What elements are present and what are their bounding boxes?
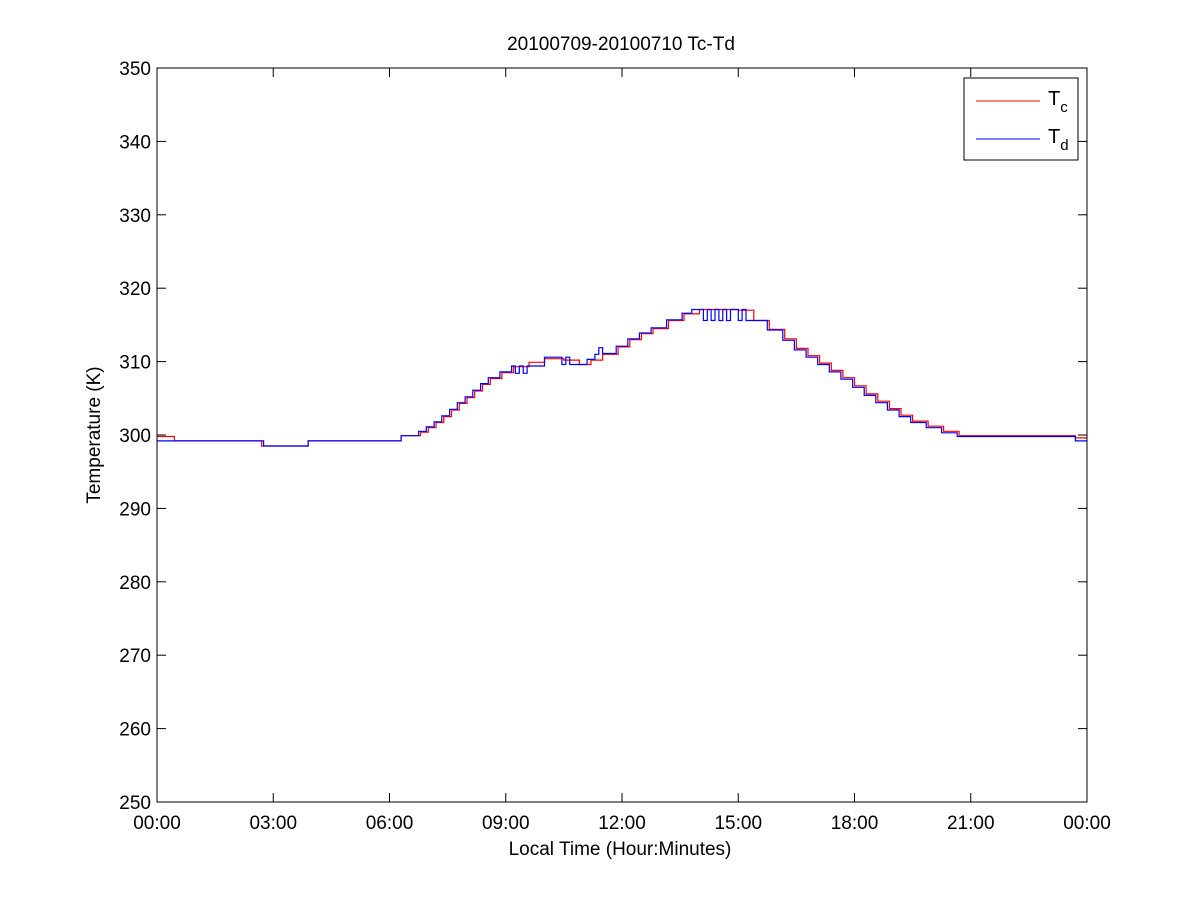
y-tick-labels: 250 260 270 280 290 300 310 320 330 340 350 bbox=[119, 59, 151, 814]
chart-title: 20100709-20100710 Tc-Td bbox=[507, 34, 735, 55]
y-tick-label: 330 bbox=[119, 206, 151, 227]
x-tick-label: 00:00 bbox=[133, 813, 181, 834]
x-tick-label: 00:00 bbox=[1063, 813, 1111, 834]
y-axis-label: Temperature (K) bbox=[84, 366, 105, 503]
legend-label-tc: Tc bbox=[1048, 88, 1068, 116]
y-tick-label: 260 bbox=[119, 720, 151, 741]
x-tick-label: 12:00 bbox=[598, 813, 646, 834]
data-series bbox=[157, 308, 1087, 447]
legend: Tc Td bbox=[963, 77, 1079, 161]
legend-label-tc-main: T bbox=[1048, 88, 1060, 110]
x-tick-label: 18:00 bbox=[831, 813, 879, 834]
y-tick-label: 270 bbox=[119, 646, 151, 667]
series-line-tc bbox=[157, 308, 1087, 447]
y-tick-label: 340 bbox=[119, 132, 151, 153]
x-axis-label: Local Time (Hour:Minutes) bbox=[509, 839, 732, 860]
legend-label-tc-sub: c bbox=[1060, 99, 1068, 116]
plot-frame bbox=[156, 67, 1088, 803]
series-line-td bbox=[157, 308, 1087, 447]
legend-label-td-sub: d bbox=[1060, 137, 1068, 154]
x-tick-label: 03:00 bbox=[249, 813, 297, 834]
x-tick-label: 21:00 bbox=[947, 813, 995, 834]
x-tick-labels: 00:00 03:00 06:00 09:00 12:00 15:00 18:00 21:00… bbox=[133, 813, 1111, 834]
x-tick-label: 15:00 bbox=[714, 813, 762, 834]
y-tick-label: 350 bbox=[119, 59, 151, 80]
y-tick-label: 310 bbox=[119, 353, 151, 374]
y-tick-label: 290 bbox=[119, 499, 151, 520]
plot-area bbox=[157, 68, 1087, 802]
y-tick-label: 300 bbox=[119, 426, 151, 447]
x-tick-label: 09:00 bbox=[482, 813, 530, 834]
legend-box bbox=[963, 77, 1079, 161]
y-tick-label: 250 bbox=[119, 793, 151, 814]
legend-label-td-main: T bbox=[1048, 126, 1060, 148]
x-tick-label: 06:00 bbox=[366, 813, 414, 834]
y-tick-label: 280 bbox=[119, 573, 151, 594]
y-tick-label: 320 bbox=[119, 279, 151, 300]
x-ticks bbox=[156, 68, 1088, 802]
legend-label-td: Td bbox=[1048, 126, 1069, 154]
